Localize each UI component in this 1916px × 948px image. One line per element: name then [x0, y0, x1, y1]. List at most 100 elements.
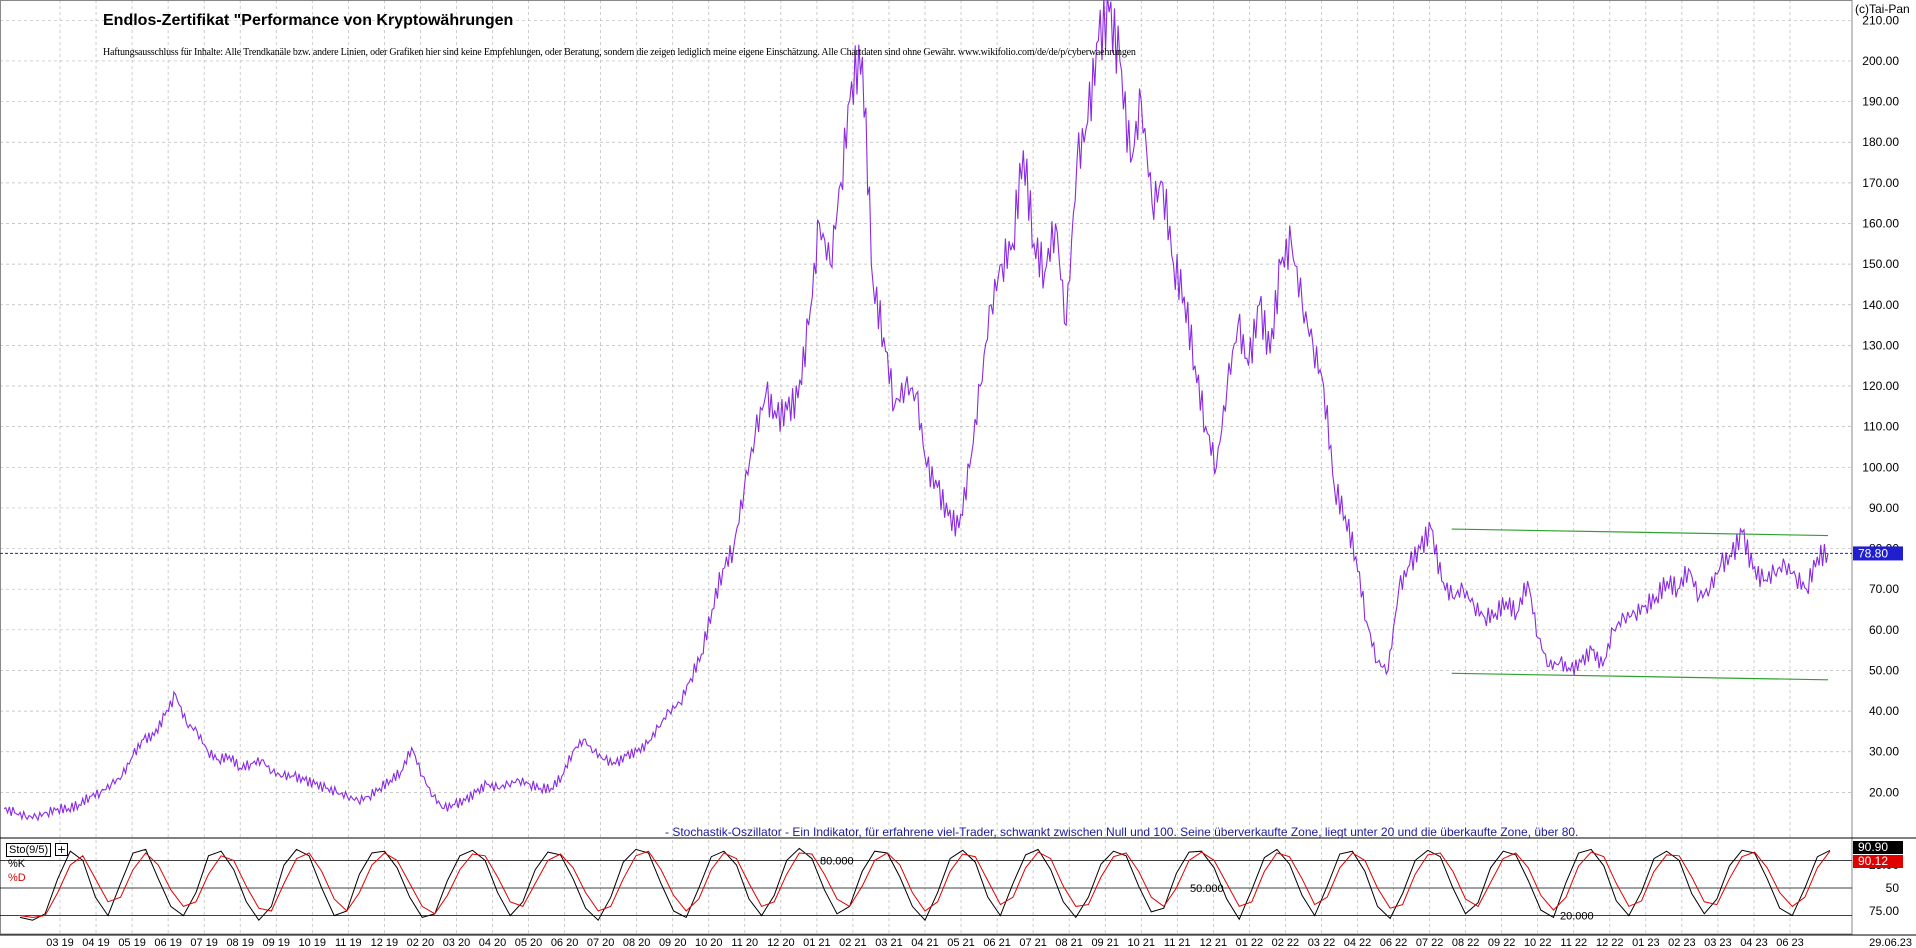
- x-tick-label: 07 22: [1416, 937, 1444, 948]
- x-tick-label: 10 20: [695, 937, 723, 948]
- x-tick-label: 01 22: [1236, 937, 1264, 948]
- y-tick-label: 50.00: [1869, 663, 1899, 677]
- oscillator-description: - Stochastik-Oszillator - Ein Indikator,…: [665, 825, 1579, 839]
- y-tick-label: 190.00: [1862, 95, 1899, 109]
- x-tick-label: 03 19: [46, 937, 74, 948]
- date-x-axis: 03 19 04 19 05 19 06 19 07 19 08 19 09 19 10 19…: [0, 934, 1916, 948]
- plot-frame: [0, 0, 1853, 935]
- x-tick-label: 04 22: [1344, 937, 1372, 948]
- price-line: [3, 0, 1829, 822]
- x-tick-label: 02 21: [839, 937, 867, 948]
- x-tick-label: 01 21: [803, 937, 831, 948]
- legend-d: %D: [8, 872, 26, 884]
- x-tick-label: 05 20: [515, 937, 543, 948]
- k-value-badge: [1853, 841, 1903, 854]
- x-tick-label: 02 23: [1668, 937, 1696, 948]
- x-tick-label: 07 19: [190, 937, 218, 948]
- k-value-label: 90.90: [1858, 840, 1888, 854]
- x-tick-label: 03 20: [443, 937, 471, 948]
- x-tick-label: 04 21: [911, 937, 939, 948]
- x-tick-label: 11 19: [335, 937, 362, 948]
- indicator-label[interactable]: Sto(9/5): [6, 843, 52, 857]
- current-value-label: 78.80: [1858, 546, 1888, 560]
- stoch-d-line: [19, 850, 1831, 918]
- x-tick-label: 06 23: [1776, 937, 1804, 948]
- x-tick-label: 11 22: [1560, 937, 1587, 948]
- x-tick-label: 04 23: [1740, 937, 1768, 948]
- x-tick-label: 11 20: [731, 937, 758, 948]
- x-tick-label: 09 20: [659, 937, 687, 948]
- x-tick-label: 09 21: [1091, 937, 1119, 948]
- level-label: 80.000: [820, 855, 854, 867]
- x-tick-label: 04 20: [479, 937, 507, 948]
- x-tick-label: 02 22: [1272, 937, 1300, 948]
- y-tick-label: 170.00: [1862, 176, 1899, 190]
- x-tick-label: 06 19: [154, 937, 182, 948]
- channel-upper-line: [1451, 528, 1829, 537]
- x-tick-label: 08 22: [1452, 937, 1480, 948]
- y-tick-label: 130.00: [1862, 338, 1899, 352]
- y-tick-label: 60.00: [1869, 623, 1899, 637]
- x-tick-label: 06 22: [1380, 937, 1408, 948]
- x-tick-label: 10 19: [299, 937, 327, 948]
- legend-k: %K: [8, 858, 26, 870]
- d-value-label: 90.12: [1858, 854, 1888, 868]
- x-end-label: 29.06.23: [1869, 937, 1912, 948]
- x-tick-label: 10 22: [1524, 937, 1552, 948]
- disclaimer-text: Haftungsausschluss für Inhalte: Alle Tre…: [103, 47, 1136, 58]
- x-tick-label: 03 21: [875, 937, 903, 948]
- stoch-tick-label: 75.00: [1869, 904, 1899, 918]
- x-tick-label: 12 19: [371, 937, 399, 948]
- y-tick-label: 160.00: [1862, 216, 1899, 230]
- x-tick-label: 08 20: [623, 937, 651, 948]
- x-tick-label: 05 21: [947, 937, 975, 948]
- x-tick-label: 10 21: [1127, 937, 1155, 948]
- x-tick-label: 09 22: [1488, 937, 1516, 948]
- y-tick-label: 100.00: [1862, 460, 1899, 474]
- stoch-tick-label: 50: [1886, 881, 1900, 895]
- y-tick-label: 90.00: [1869, 501, 1899, 515]
- x-tick-label: 03 23: [1704, 937, 1732, 948]
- y-tick-label: 20.00: [1869, 785, 1899, 799]
- x-tick-label: 12 21: [1200, 937, 1228, 948]
- x-tick-label: 12 22: [1596, 937, 1624, 948]
- chart-title: Endlos-Zertifikat "Performance von Krypt…: [103, 12, 514, 29]
- y-tick-label: 40.00: [1869, 704, 1899, 718]
- x-tick-label: 11 21: [1164, 937, 1191, 948]
- x-tick-label: 07 20: [587, 937, 615, 948]
- y-tick-label: 110.00: [1863, 420, 1899, 434]
- level-label: 50.000: [1190, 883, 1224, 895]
- y-tick-label: 30.00: [1869, 745, 1899, 759]
- price-series: [3, 0, 1829, 822]
- channel-lower-line: [1451, 672, 1829, 681]
- x-tick-label: 04 19: [82, 937, 110, 948]
- x-tick-label: 03 22: [1308, 937, 1336, 948]
- y-tick-label: 210.00: [1862, 13, 1899, 27]
- d-value-badge: [1853, 855, 1903, 868]
- x-tick-label: 02 20: [407, 937, 435, 948]
- trend-channel: [1451, 528, 1829, 681]
- x-tick-label: 06 21: [983, 937, 1011, 948]
- y-tick-label: 150.00: [1862, 257, 1899, 271]
- stoch-k-line: [19, 847, 1831, 922]
- y-tick-label: 120.00: [1862, 379, 1899, 393]
- x-tick-label: 01 23: [1632, 937, 1660, 948]
- current-value-badge: [1853, 546, 1903, 561]
- expand-indicator-icon[interactable]: +: [55, 843, 68, 856]
- level-label: 20.000: [1560, 911, 1594, 923]
- price-y-axis: 20.0030.0040.0050.0060.0070.0080.0090.00…: [1853, 13, 1903, 799]
- copyright-label: (c)Tai-Pan: [1855, 2, 1910, 16]
- x-tick-label: 07 21: [1019, 937, 1047, 948]
- x-tick-label: 05 19: [118, 937, 146, 948]
- x-tick-label: 06 20: [551, 937, 579, 948]
- y-tick-label: 200.00: [1862, 54, 1899, 68]
- x-tick-label: 08 21: [1055, 937, 1083, 948]
- x-tick-label: 08 19: [226, 937, 254, 948]
- x-tick-label: 09 19: [262, 937, 290, 948]
- y-tick-label: 180.00: [1862, 135, 1899, 149]
- y-tick-label: 70.00: [1869, 582, 1899, 596]
